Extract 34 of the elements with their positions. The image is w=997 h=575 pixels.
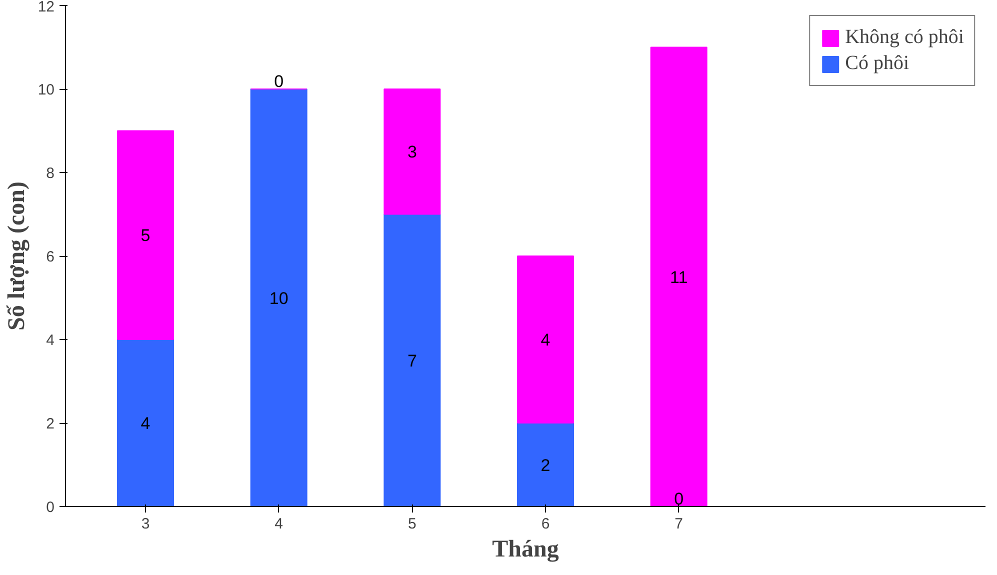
data-label: 4 [140, 414, 150, 433]
data-label: 10 [269, 288, 288, 308]
x-tick-label: 6 [541, 516, 550, 532]
y-axis-title: Số lượng (con) [4, 181, 30, 331]
data-label: 7 [407, 351, 417, 370]
legend-label: Có phôi [845, 52, 910, 75]
data-label: 0 [674, 490, 684, 508]
y-tick-label: 0 [46, 499, 54, 516]
bar [250, 88, 308, 506]
x-tick-label: 7 [674, 516, 684, 532]
bar [117, 130, 174, 340]
y-tick-label: 6 [46, 248, 54, 266]
y-tick-label: 4 [46, 332, 54, 349]
data-label: 0 [274, 72, 284, 91]
bar [650, 46, 708, 506]
legend-label: Không có phôi [845, 26, 964, 49]
x-tick-label: 5 [408, 516, 416, 532]
bar [517, 256, 574, 424]
x-tick-label: 4 [274, 516, 284, 532]
y-tick-label: 12 [38, 0, 55, 16]
y-tick-label: 8 [46, 165, 54, 182]
x-tick-label: 3 [141, 516, 150, 532]
data-label: 2 [540, 456, 550, 475]
bar [384, 214, 441, 506]
y-tick-label: 10 [38, 82, 55, 98]
data-label: 5 [140, 226, 150, 246]
bar [384, 88, 441, 215]
y-tick-label: 2 [46, 416, 54, 432]
data-label: 4 [540, 330, 550, 350]
data-label: 11 [670, 268, 688, 287]
bar [517, 422, 574, 506]
data-label: 3 [407, 142, 417, 162]
x-axis-title: Tháng [492, 536, 559, 562]
bar [117, 339, 174, 506]
